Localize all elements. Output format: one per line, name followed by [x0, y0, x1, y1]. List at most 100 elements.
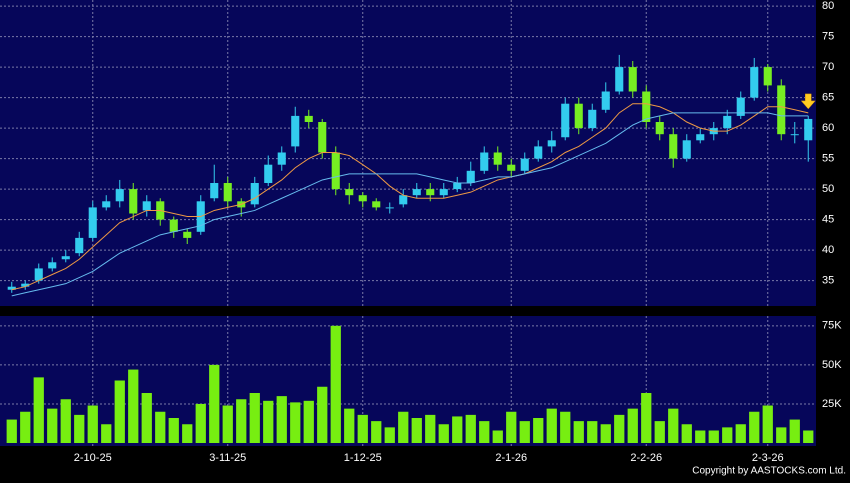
candle-body: [493, 152, 502, 165]
candle-body: [777, 85, 786, 135]
volume-tick-label: 25K: [822, 398, 842, 410]
y-tick-label: 45: [822, 214, 834, 226]
y-tick-label: 50: [822, 183, 834, 195]
candle-body: [453, 183, 462, 190]
candle-body: [696, 134, 705, 141]
volume-bar: [506, 411, 517, 443]
volume-bar: [519, 421, 530, 443]
candle-body: [48, 262, 57, 269]
volume-bar: [195, 403, 206, 443]
candle-body: [642, 91, 651, 122]
candle-body: [358, 195, 367, 202]
candle-body: [520, 158, 529, 171]
volume-bar: [290, 402, 301, 443]
volume-bar: [492, 430, 503, 443]
candle-body: [318, 122, 327, 153]
volume-bar: [33, 377, 44, 443]
volume-bar: [452, 416, 463, 443]
y-tick-label: 40: [822, 244, 834, 256]
volume-bar: [60, 399, 71, 443]
candle-body: [385, 207, 394, 209]
candle-body: [723, 115, 732, 129]
volume-bar: [560, 411, 571, 443]
volume-bar: [20, 411, 31, 443]
candle-body: [412, 189, 421, 196]
x-tick-label: 2-1-26: [495, 452, 527, 464]
candle-body: [763, 67, 772, 86]
volume-bar: [668, 408, 679, 443]
candle-body: [601, 91, 610, 110]
x-tick-label: 1-12-25: [344, 452, 382, 464]
volume-bar: [411, 418, 422, 443]
volume-bar: [776, 427, 787, 443]
candle-body: [615, 67, 624, 92]
volume-bar: [303, 400, 314, 443]
volume-bar: [155, 411, 166, 443]
volume-bar: [128, 369, 139, 443]
volume-bar: [209, 364, 220, 443]
volume-bar: [357, 414, 368, 443]
candle-body: [277, 152, 286, 165]
volume-bar: [600, 424, 611, 443]
volume-bar: [330, 325, 341, 443]
y-tick-label: 75: [822, 31, 834, 43]
candle-body: [588, 109, 597, 129]
x-tick-label: 2-2-26: [630, 452, 662, 464]
candle-body: [142, 201, 151, 211]
volume-bar: [236, 399, 247, 443]
x-tick-label: 2-10-25: [74, 452, 112, 464]
candle-body: [183, 231, 192, 238]
candle-body: [34, 268, 43, 281]
candle-body: [682, 140, 691, 159]
volume-bar: [276, 396, 287, 443]
candle-body: [655, 122, 664, 135]
price-panel: [0, 0, 816, 306]
volume-tick-label: 75K: [822, 320, 842, 332]
candle-body: [790, 134, 799, 136]
volume-bar: [695, 430, 706, 443]
candle-body: [223, 183, 232, 202]
volume-bar: [141, 393, 152, 443]
volume-bar: [573, 421, 584, 443]
candle-body: [88, 207, 97, 238]
volume-bar: [222, 405, 233, 443]
volume-bar: [168, 418, 179, 443]
y-tick-label: 65: [822, 92, 834, 104]
volume-bar: [74, 414, 85, 443]
volume-bar: [263, 400, 274, 443]
volume-tick-label: 50K: [822, 359, 842, 371]
candle-body: [61, 256, 70, 260]
candle-body: [669, 134, 678, 159]
candle-body: [102, 201, 111, 208]
volume-bar: [803, 430, 814, 443]
candle-body: [507, 164, 516, 171]
candle-body: [264, 164, 273, 183]
candle-body: [75, 237, 84, 254]
volume-bar: [681, 424, 692, 443]
y-tick-label: 80: [822, 0, 834, 12]
marker-arrow: [800, 93, 816, 110]
candle-body: [439, 189, 448, 196]
x-tick-label: 2-3-26: [752, 452, 784, 464]
copyright: Copyright by AASTOCKS.com Ltd.: [692, 466, 846, 477]
candle-body: [736, 97, 745, 116]
volume-bar: [425, 414, 436, 443]
candle-body: [426, 189, 435, 196]
volume-bar: [479, 421, 490, 443]
volume-bar: [627, 408, 638, 443]
moving-average: [11, 112, 809, 297]
volume-bar: [344, 408, 355, 443]
candle-body: [331, 152, 340, 190]
volume-bar: [182, 424, 193, 443]
volume-bar: [708, 430, 719, 443]
volume-bar: [87, 405, 98, 443]
candle-body: [534, 146, 543, 159]
candle-body: [345, 189, 354, 196]
candle-body: [129, 189, 138, 214]
candle-body: [399, 195, 408, 205]
volume-bar: [114, 380, 125, 443]
candle-body: [21, 283, 30, 287]
volume-bar: [101, 424, 112, 443]
volume-bar: [722, 427, 733, 443]
